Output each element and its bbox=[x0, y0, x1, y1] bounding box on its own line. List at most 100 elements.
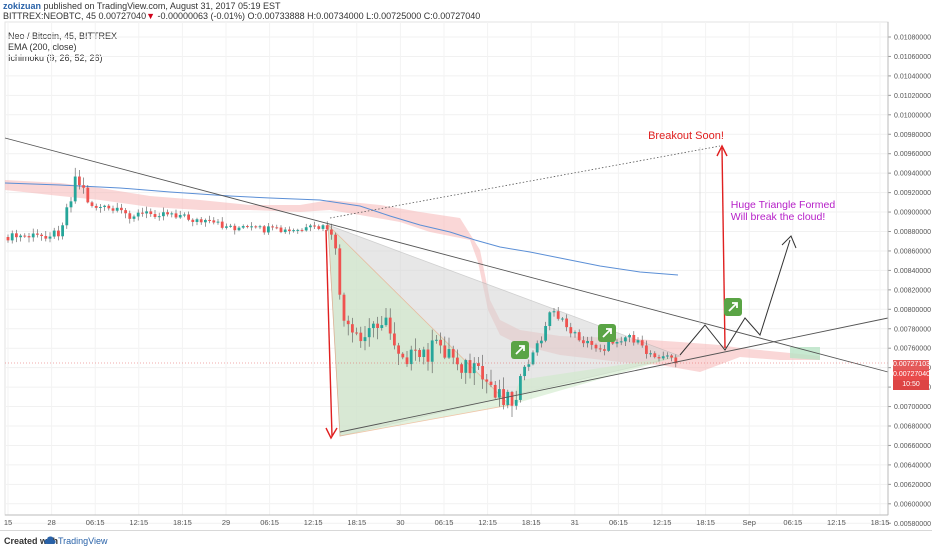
trend-lines bbox=[4, 137, 889, 440]
price-tag-last: 0.00727040 bbox=[893, 370, 930, 380]
x-tick-label: 12:15 bbox=[653, 518, 672, 527]
candle-body bbox=[523, 366, 526, 377]
y-tick-label: 0.01000000 bbox=[894, 112, 931, 119]
candle-body bbox=[409, 349, 413, 365]
candle-body bbox=[430, 340, 434, 362]
x-tick-label: 28 bbox=[47, 518, 55, 527]
candle-body bbox=[498, 389, 501, 398]
candle-body bbox=[489, 381, 493, 385]
candle-body bbox=[510, 391, 514, 406]
indicator-ichimoku[interactable]: Ichimoku (9, 26, 52, 26) bbox=[8, 53, 103, 63]
candle-body bbox=[241, 226, 245, 228]
candle-body bbox=[670, 355, 673, 358]
candle-body bbox=[292, 230, 295, 232]
y-tick-label: 0.00620000 bbox=[894, 482, 931, 489]
candle-body bbox=[325, 225, 329, 230]
y-tick-label: 0.00880000 bbox=[894, 229, 931, 236]
y-axis: 0.01080000 0.01060000 0.01040000 0.01020000… bbox=[887, 22, 931, 528]
candle-body bbox=[628, 334, 631, 338]
candle-body bbox=[376, 323, 379, 329]
y-tick-label: 0.00580000 bbox=[894, 521, 931, 528]
candle-body bbox=[426, 349, 430, 362]
candle-body bbox=[233, 225, 237, 231]
y-tick-label: 0.00640000 bbox=[894, 462, 931, 469]
candle-body bbox=[111, 208, 115, 211]
candle-body bbox=[115, 207, 119, 211]
indicator-ema[interactable]: EMA (200, close) bbox=[8, 42, 77, 52]
candle-body bbox=[388, 317, 392, 334]
y-tick-label: 0.00660000 bbox=[894, 443, 931, 450]
up-arrow-badge-icon bbox=[724, 298, 742, 316]
price-chart[interactable]: 0.01080000 0.01060000 0.01040000 0.01020000… bbox=[0, 0, 932, 530]
candle-body bbox=[401, 353, 405, 358]
candle-body bbox=[195, 219, 199, 222]
ema-line bbox=[4, 182, 679, 276]
green-triangle-left bbox=[327, 223, 511, 437]
y-tick-label: 0.00700000 bbox=[894, 404, 931, 411]
x-tick-label: 06:15 bbox=[86, 518, 105, 527]
candle-body bbox=[19, 235, 22, 238]
candle-body bbox=[309, 225, 312, 228]
candle-body bbox=[216, 221, 220, 223]
candle-body bbox=[36, 233, 39, 235]
y-tick-label: 0.00860000 bbox=[894, 248, 931, 255]
candle-body bbox=[561, 318, 564, 320]
x-tick-label: 12:15 bbox=[129, 518, 148, 527]
footer: Created with TradingView bbox=[0, 530, 932, 551]
y-tick-label: 0.01060000 bbox=[894, 54, 931, 61]
candle-body bbox=[174, 213, 178, 218]
indicator-series[interactable]: Neo / Bitcoin, 45, BITTREX bbox=[8, 31, 118, 41]
candle-body bbox=[552, 311, 556, 313]
candle-body bbox=[10, 233, 14, 241]
candle-body bbox=[657, 357, 661, 359]
candle-body bbox=[531, 352, 535, 365]
candle-body bbox=[456, 357, 459, 365]
x-tick-label: 06:15 bbox=[260, 518, 279, 527]
x-tick-label: 15 bbox=[4, 518, 12, 527]
candle-body bbox=[317, 226, 321, 229]
author-link[interactable]: zokizuan bbox=[3, 1, 42, 11]
candle-body bbox=[342, 294, 346, 321]
cloud-logo-icon bbox=[44, 536, 56, 544]
x-tick-label: Sep bbox=[743, 518, 756, 527]
candle-body bbox=[132, 216, 136, 219]
candle-body bbox=[99, 206, 102, 208]
candle-body bbox=[565, 318, 568, 328]
candle-body bbox=[86, 187, 90, 203]
candle-body bbox=[208, 219, 211, 221]
x-axis: 15 28 06:15 12:15 18:15 29 06:15 12:15 18:15 30 06… bbox=[4, 514, 889, 527]
candle-body bbox=[120, 207, 123, 211]
y-tick-label: 0.00820000 bbox=[894, 287, 931, 294]
candle-body bbox=[136, 212, 140, 217]
candle-body bbox=[271, 226, 274, 228]
x-tick-label: 12:15 bbox=[827, 518, 846, 527]
y-tick-label: 0.01080000 bbox=[894, 35, 931, 42]
candle-body bbox=[519, 376, 522, 400]
candle-body bbox=[548, 312, 552, 327]
candle-body bbox=[460, 364, 463, 373]
candle-body bbox=[48, 236, 52, 239]
candle-body bbox=[149, 211, 153, 215]
cloud-band bbox=[5, 180, 820, 372]
price-tag-prev: 0.00727103 bbox=[893, 360, 930, 370]
cloud-green-band bbox=[790, 347, 820, 360]
plot-frame bbox=[4, 21, 889, 516]
candle-body bbox=[283, 229, 287, 233]
candle-body bbox=[338, 248, 342, 295]
candle-body bbox=[640, 340, 644, 346]
candle-body bbox=[405, 357, 409, 365]
x-tick-label: 12:15 bbox=[478, 518, 497, 527]
breakout-arrow-shaft bbox=[721, 147, 726, 349]
candle-body bbox=[468, 360, 472, 374]
x-tick-label: 18:15 bbox=[522, 518, 541, 527]
candle-body bbox=[94, 205, 98, 208]
candle-body bbox=[82, 185, 85, 188]
candle-body bbox=[594, 344, 598, 349]
tradingview-link[interactable]: TradingView bbox=[58, 536, 108, 546]
badge-arrow bbox=[602, 328, 612, 338]
symbol-line: BITTREX:NEOBTC, 45 0.00727040▼ -0.000000… bbox=[3, 11, 480, 21]
y-tick-label: 0.00680000 bbox=[894, 424, 931, 431]
candle-body bbox=[237, 227, 241, 231]
candle-body bbox=[514, 399, 518, 406]
candle-body bbox=[220, 221, 224, 228]
